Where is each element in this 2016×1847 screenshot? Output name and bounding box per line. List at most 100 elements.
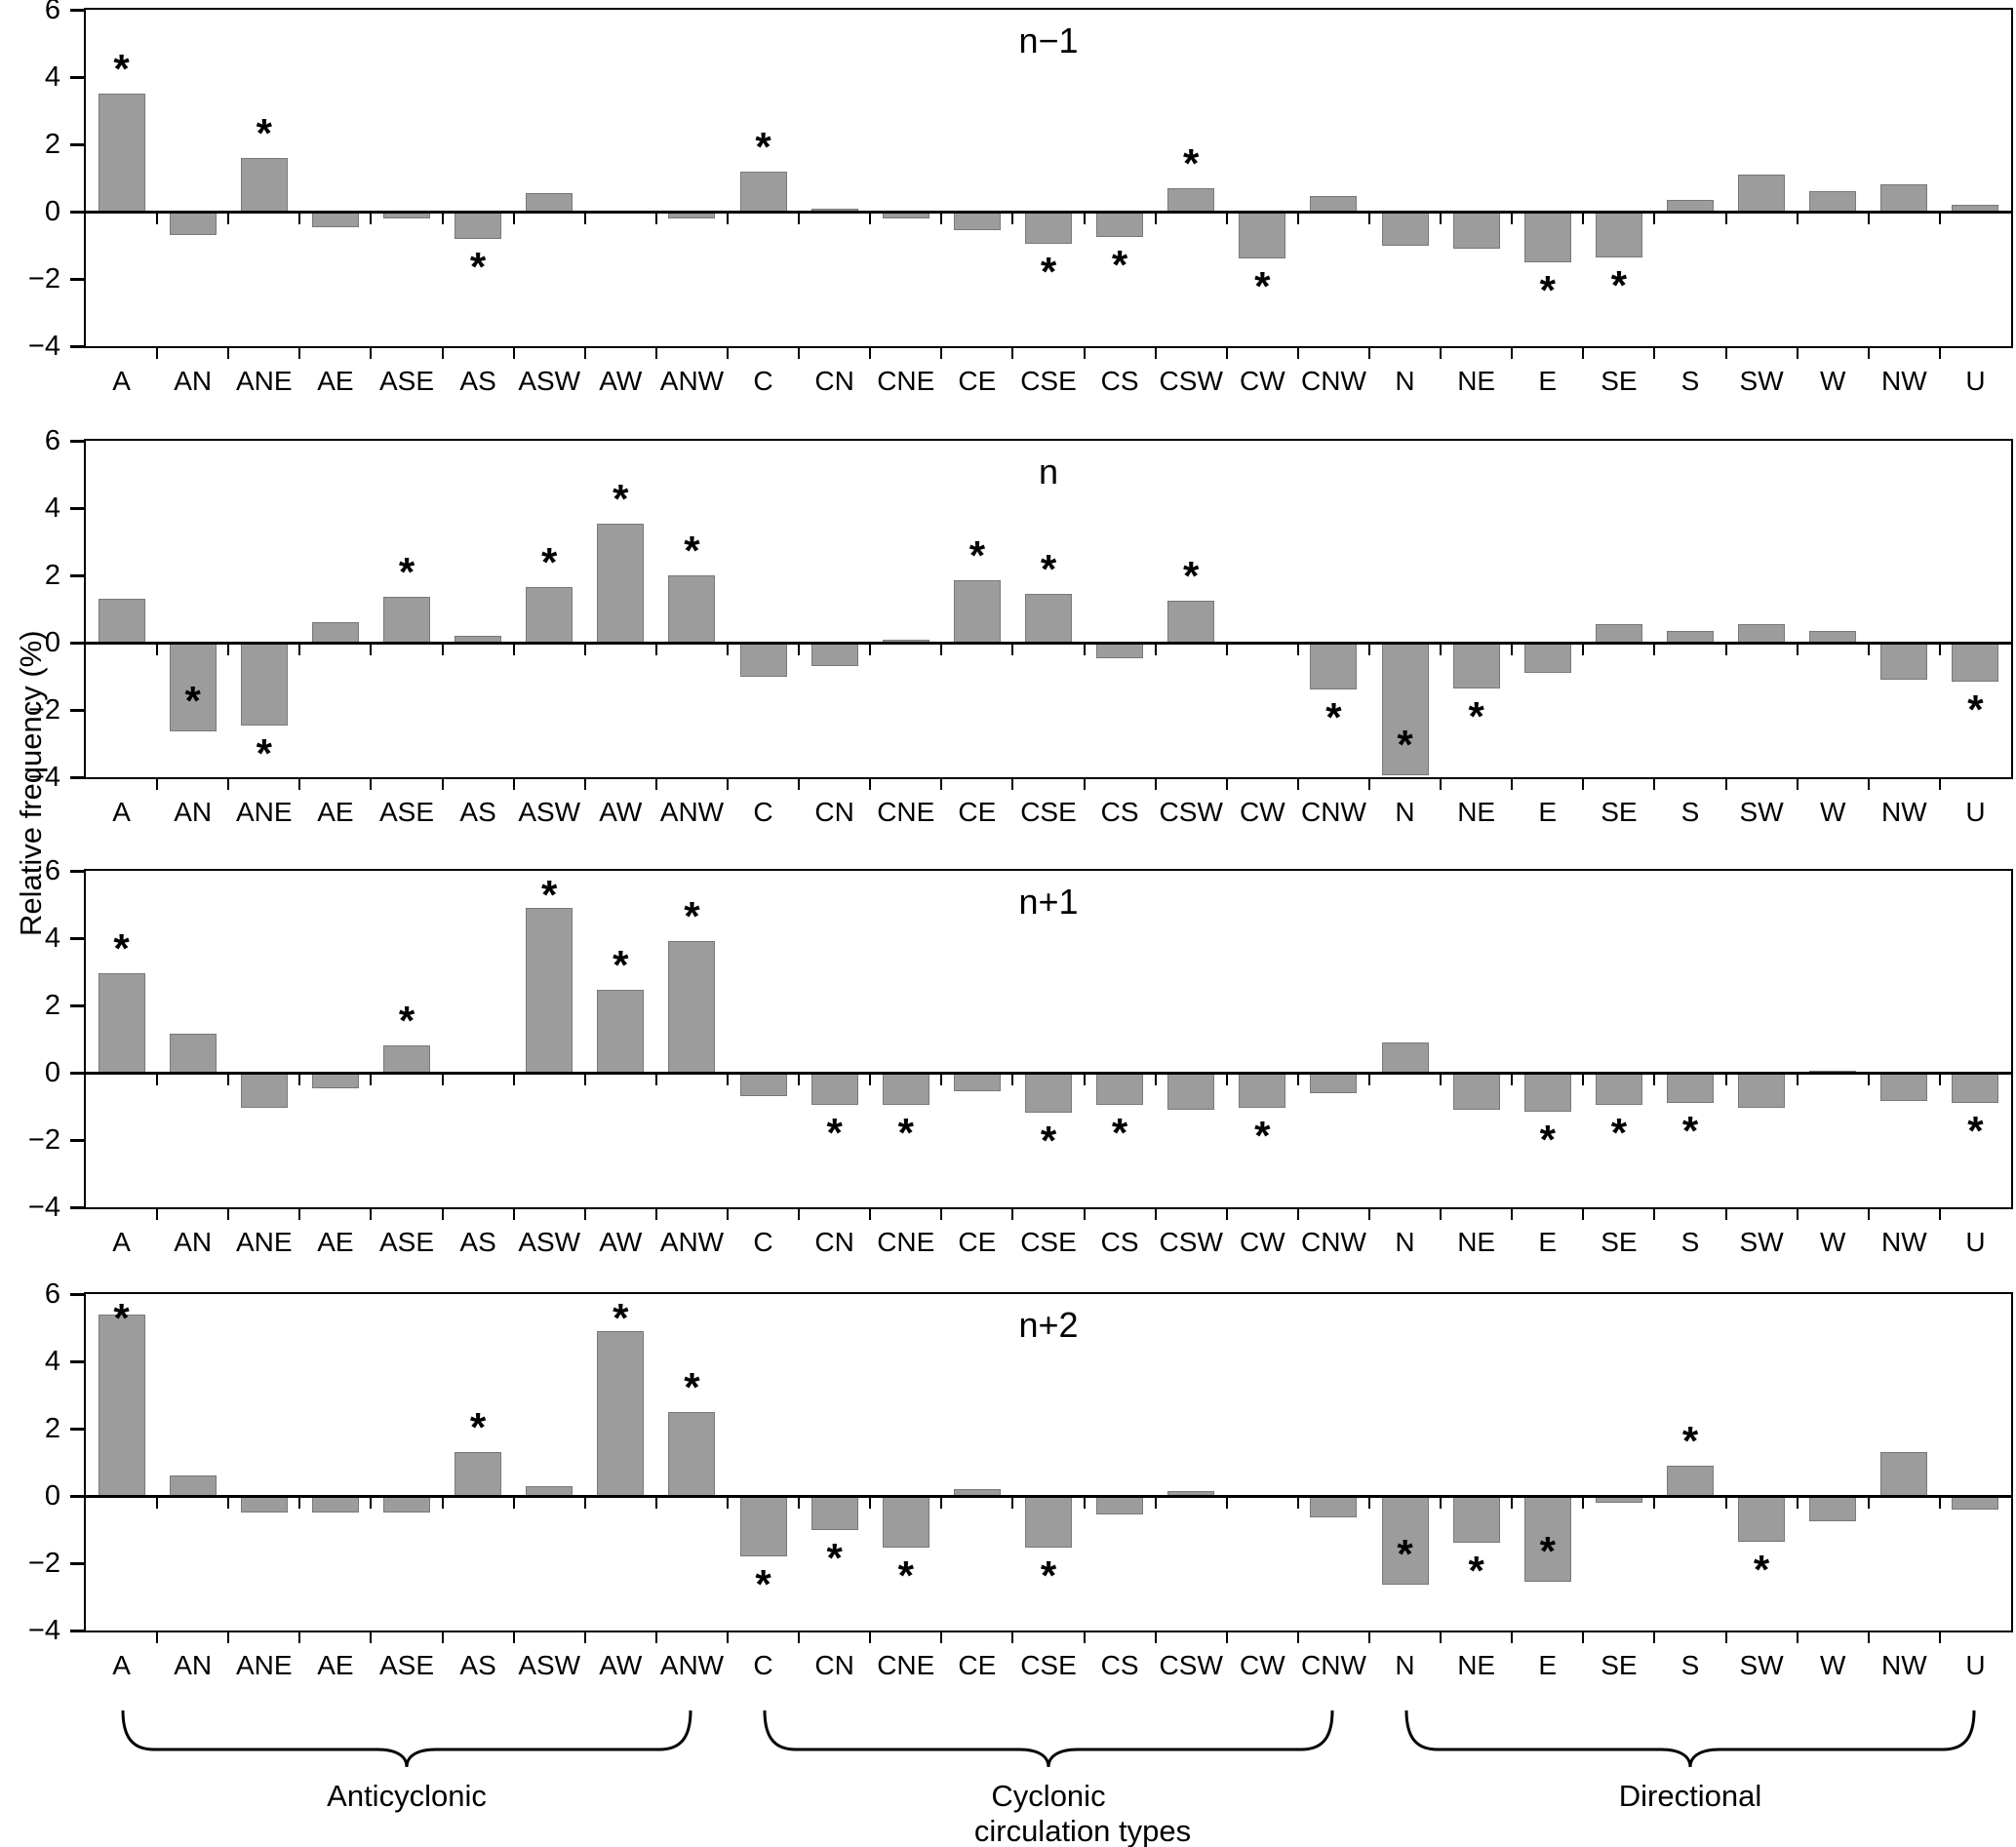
x-axis-label-NW: NW <box>1881 1650 1927 1680</box>
x-axis-label-ANE: ANE <box>235 366 293 396</box>
bar-AE <box>311 622 359 643</box>
zero-line-tick <box>1867 1075 1870 1085</box>
x-axis-label-U: U <box>1965 1227 1986 1257</box>
x-axis-tick <box>1582 346 1585 359</box>
x-axis-label-SW: SW <box>1739 1227 1784 1257</box>
y-axis-tick-label: 0 <box>44 1480 60 1512</box>
x-axis-tick <box>1154 777 1157 790</box>
bar-W <box>1809 1496 1857 1521</box>
zero-line-tick <box>654 1075 657 1085</box>
x-axis-tick <box>156 777 159 790</box>
zero-line-tick <box>227 645 230 655</box>
x-axis-label-U: U <box>1965 1650 1986 1680</box>
x-axis-label-AS: AS <box>459 1227 496 1257</box>
y-axis-tick <box>70 142 86 146</box>
y-axis-tick-label: 6 <box>44 1278 60 1310</box>
x-axis-label-CNE: CNE <box>877 1227 935 1257</box>
significance-star: * <box>398 549 415 596</box>
bar-SE <box>1595 624 1642 643</box>
x-axis-label-AW: AW <box>599 366 643 396</box>
bar-C <box>739 171 787 212</box>
significance-star: * <box>1468 1548 1484 1594</box>
zero-line-tick <box>1083 1075 1086 1085</box>
y-axis-tick <box>70 75 86 79</box>
x-axis-label-E: E <box>1538 797 1558 827</box>
significance-star: * <box>113 925 130 972</box>
bar-C <box>739 1496 787 1557</box>
x-axis-tick <box>869 1631 872 1643</box>
x-axis-label-ASW: ASW <box>518 797 581 827</box>
zero-line-tick <box>298 1075 301 1085</box>
zero-line-tick <box>798 645 801 655</box>
bar-CNW <box>1310 1073 1358 1093</box>
y-axis-tick <box>70 1494 86 1498</box>
zero-line-tick <box>1582 214 1585 224</box>
x-axis-label-ANW: ANW <box>659 1227 725 1257</box>
x-axis-tick <box>940 346 943 359</box>
zero-line-tick <box>1938 1498 1941 1509</box>
group-label-Directional: Directional <box>1618 1779 1762 1813</box>
y-axis-tick <box>70 1003 86 1007</box>
x-axis-tick <box>370 346 373 359</box>
x-axis-tick <box>227 346 230 359</box>
zero-line-tick <box>1368 1498 1370 1509</box>
significance-star: * <box>826 1534 843 1581</box>
x-axis-tick <box>441 777 444 790</box>
bar-CW <box>1239 1073 1286 1109</box>
zero-line-tick <box>869 1498 872 1509</box>
zero-line-tick <box>1653 1498 1656 1509</box>
x-axis-tick <box>298 1207 301 1220</box>
y-axis-tick-label: −4 <box>27 1615 60 1646</box>
significance-star: * <box>613 942 629 989</box>
zero-line-tick <box>1653 214 1656 224</box>
y-axis-tick <box>70 210 86 214</box>
x-axis-tick <box>298 777 301 790</box>
x-axis-tick <box>1440 777 1443 790</box>
significance-star: * <box>897 1109 914 1156</box>
x-axis-tick <box>1296 346 1299 359</box>
y-axis-tick <box>70 277 86 281</box>
significance-star: * <box>184 678 201 725</box>
x-axis-tick <box>1724 1631 1727 1643</box>
significance-star: * <box>1539 266 1556 313</box>
x-axis-tick <box>1440 1631 1443 1643</box>
y-axis-tick <box>70 775 86 779</box>
zero-line-tick <box>1724 645 1727 655</box>
bar-C <box>739 1073 787 1097</box>
x-axis-tick <box>370 1631 373 1643</box>
x-axis-tick <box>1296 777 1299 790</box>
y-axis-tick <box>70 1071 86 1075</box>
zero-line-tick <box>1011 645 1014 655</box>
significance-star: * <box>968 532 986 579</box>
x-axis-tick <box>1083 1631 1086 1643</box>
x-axis-label-CW: CW <box>1240 1227 1285 1257</box>
zero-line-tick <box>441 645 444 655</box>
zero-line-tick <box>512 1498 515 1509</box>
x-axis-tick <box>1225 1207 1228 1220</box>
bar-ANW <box>668 941 716 1073</box>
x-axis-tick <box>1511 346 1514 359</box>
x-axis-label-CW: CW <box>1240 366 1285 396</box>
zero-line-tick <box>727 645 729 655</box>
bar-CN <box>810 643 858 667</box>
bar-ASW <box>526 587 573 643</box>
x-axis-tick <box>1083 1207 1086 1220</box>
zero-line-tick <box>298 214 301 224</box>
x-axis-tick <box>1724 777 1727 790</box>
zero-line-tick <box>583 1075 586 1085</box>
zero-line-tick <box>654 1498 657 1509</box>
zero-line-tick <box>227 1075 230 1085</box>
bar-SE <box>1595 212 1642 257</box>
x-axis-tick <box>1368 1207 1370 1220</box>
x-axis-label-AE: AE <box>317 366 354 396</box>
zero-line-tick <box>298 645 301 655</box>
x-axis-label-CS: CS <box>1100 797 1139 827</box>
x-axis-tick <box>1011 1631 1014 1643</box>
x-axis-tick <box>1225 346 1228 359</box>
x-axis-label-CSW: CSW <box>1159 366 1223 396</box>
zero-line-tick <box>798 1075 801 1085</box>
y-axis-tick-label: 2 <box>44 129 60 160</box>
zero-line-tick <box>1582 645 1585 655</box>
x-axis-label-ASE: ASE <box>378 1227 435 1257</box>
x-axis-tick <box>1796 1207 1799 1220</box>
